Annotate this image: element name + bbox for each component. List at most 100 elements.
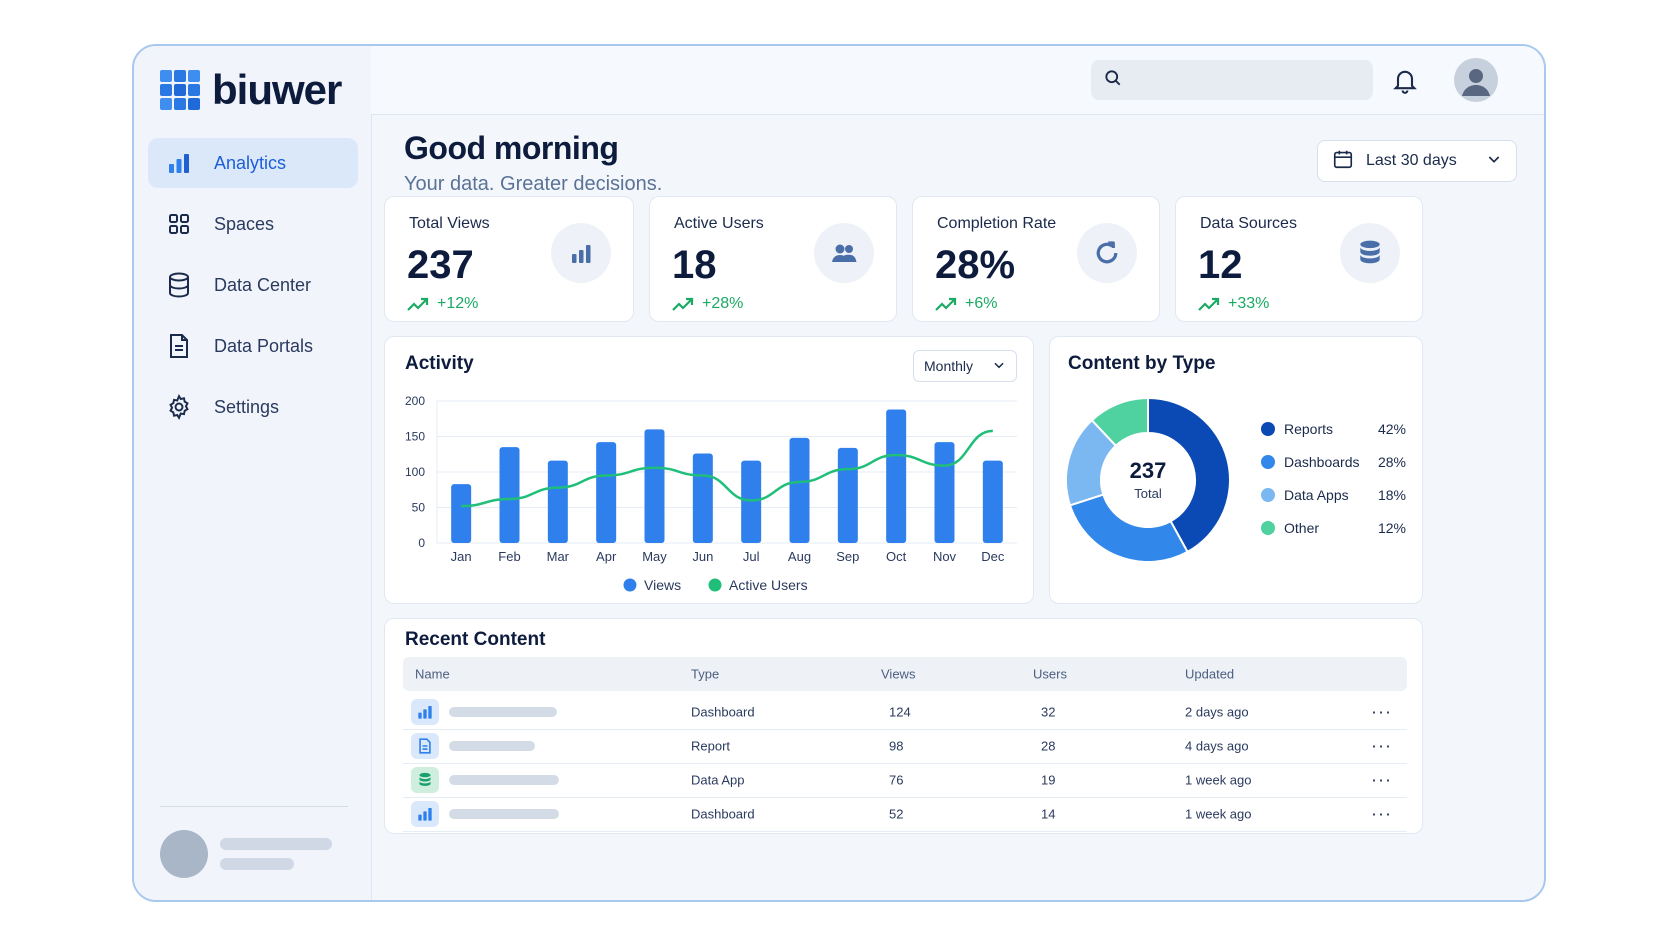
legend-label: Data Apps	[1284, 487, 1349, 503]
name-placeholder	[449, 809, 559, 819]
table-header: Name Type Views Users Updated	[403, 657, 1407, 691]
x-tick-label: Jul	[743, 549, 760, 564]
bar-chart-icon	[411, 699, 439, 725]
cell-views: 52	[889, 806, 904, 822]
column-header-users[interactable]: Users	[1033, 666, 1067, 682]
legend-label: Active Users	[729, 577, 808, 593]
document-icon	[411, 733, 439, 759]
logo-grid-icon	[160, 70, 200, 110]
sidebar-item-data-portals[interactable]: Data Portals	[148, 321, 358, 371]
trend-up-icon	[935, 297, 957, 311]
x-tick-label: May	[642, 549, 667, 564]
sidebar-item-label: Analytics	[214, 152, 287, 173]
legend-label: Dashboards	[1284, 454, 1360, 470]
grid-icon	[166, 211, 192, 237]
more-options-icon[interactable]: ···	[1371, 735, 1392, 756]
bar-views-mar[interactable]	[547, 460, 568, 543]
users-icon	[814, 223, 874, 283]
x-tick-label: Oct	[886, 549, 907, 564]
kpi-card-total-views[interactable]: Total Views 237 +12%	[384, 196, 634, 322]
period-select[interactable]: Monthly	[913, 350, 1017, 382]
bar-views-nov[interactable]	[934, 442, 955, 543]
x-tick-label: Nov	[933, 549, 957, 564]
column-header-type[interactable]: Type	[691, 666, 720, 682]
brand-logo[interactable]: biuwer	[160, 66, 342, 114]
more-options-icon[interactable]: ···	[1371, 701, 1392, 722]
table-row[interactable]: Report 98 28 4 days ago ···	[403, 729, 1407, 764]
name-placeholder	[449, 741, 535, 751]
bar-views-feb[interactable]	[499, 447, 520, 543]
table-row[interactable]: Dashboard 124 32 2 days ago ···	[403, 695, 1407, 730]
cell-views: 76	[889, 772, 904, 788]
bar-views-oct[interactable]	[886, 409, 907, 543]
sidebar-item-label: Data Portals	[214, 335, 314, 356]
user-info-placeholder	[220, 838, 332, 870]
cell-updated: 2 days ago	[1185, 704, 1249, 720]
table-row[interactable]: Dashboard 52 14 1 week ago ···	[403, 797, 1407, 832]
kpi-card-active-users[interactable]: Active Users 18 +28%	[649, 196, 897, 322]
chevron-down-icon	[1486, 151, 1502, 172]
bar-views-sep[interactable]	[837, 447, 858, 543]
kpi-value: 237	[407, 243, 474, 287]
donut-center-value: 237	[1130, 458, 1167, 483]
legend-value: 42%	[1378, 421, 1406, 437]
name-placeholder	[449, 775, 559, 785]
legend-label: Views	[644, 577, 681, 593]
chevron-down-icon	[992, 358, 1006, 375]
donut-center-label: Total	[1134, 486, 1162, 501]
sidebar-item-label: Settings	[214, 396, 280, 417]
slice-reports[interactable]	[1147, 396, 1231, 554]
top-bar	[371, 46, 1544, 115]
legend-value: 12%	[1378, 520, 1406, 536]
column-header-name[interactable]: Name	[415, 666, 450, 682]
app-window: biuwer Analytics Spaces Data Center	[132, 44, 1546, 902]
bar-views-jul[interactable]	[741, 460, 762, 543]
x-tick-label: Sep	[836, 549, 859, 564]
kpi-card-completion-rate[interactable]: Completion Rate 28% +6%	[912, 196, 1160, 322]
sidebar-item-spaces[interactable]: Spaces	[148, 199, 358, 249]
kpi-label: Active Users	[674, 215, 764, 232]
bar-views-dec[interactable]	[982, 460, 1003, 543]
kpi-delta: +28%	[672, 295, 743, 313]
bar-views-jun[interactable]	[692, 453, 713, 543]
slice-other[interactable]	[1090, 396, 1149, 448]
kpi-value: 18	[672, 243, 717, 287]
user-avatar-icon[interactable]	[1454, 58, 1498, 102]
x-tick-label: Jun	[692, 549, 713, 564]
bar-views-may[interactable]	[644, 429, 665, 543]
date-range-select[interactable]: Last 30 days	[1317, 140, 1517, 182]
kpi-delta-value: +28%	[702, 295, 744, 312]
page-subtitle: Your data. Greater decisions.	[404, 173, 663, 195]
column-header-views[interactable]: Views	[881, 666, 916, 682]
search-box[interactable]	[1091, 60, 1373, 100]
bell-icon[interactable]	[1391, 66, 1421, 96]
database-icon	[1340, 223, 1400, 283]
more-options-icon[interactable]: ···	[1371, 769, 1392, 790]
legend-swatch	[623, 578, 637, 592]
kpi-delta-value: +6%	[965, 295, 998, 312]
kpi-value: 28%	[935, 243, 1016, 287]
column-header-updated[interactable]: Updated	[1185, 666, 1235, 682]
more-options-icon[interactable]: ···	[1371, 803, 1392, 824]
sidebar-item-settings[interactable]: Settings	[148, 382, 358, 432]
content-donut-chart: 237 Total Reports 42% Dashboards 28% Data Apps…	[1065, 396, 1406, 563]
sidebar-item-data-center[interactable]: Data Center	[148, 260, 358, 310]
kpi-card-data-sources[interactable]: Data Sources 12 +33%	[1175, 196, 1423, 322]
bar-views-jan[interactable]	[451, 484, 472, 543]
legend-swatch	[1261, 455, 1275, 469]
page-title: Good morning	[404, 130, 619, 166]
search-input[interactable]	[1133, 70, 1357, 90]
content-by-type-title: Content by Type	[1068, 353, 1216, 374]
legend-swatch	[1261, 521, 1275, 535]
sidebar-item-analytics[interactable]: Analytics	[148, 138, 358, 188]
bar-views-apr[interactable]	[596, 442, 617, 543]
slice-dashboards[interactable]	[1068, 493, 1189, 563]
period-label: Monthly	[924, 358, 974, 374]
sidebar-user[interactable]	[160, 830, 332, 878]
search-icon	[1103, 68, 1123, 93]
line-active-users[interactable]	[461, 429, 993, 508]
cell-users: 14	[1041, 806, 1056, 822]
bar-views-aug[interactable]	[789, 437, 810, 543]
y-tick-label: 150	[405, 430, 425, 444]
table-row[interactable]: Data App 76 19 1 week ago ···	[403, 763, 1407, 798]
